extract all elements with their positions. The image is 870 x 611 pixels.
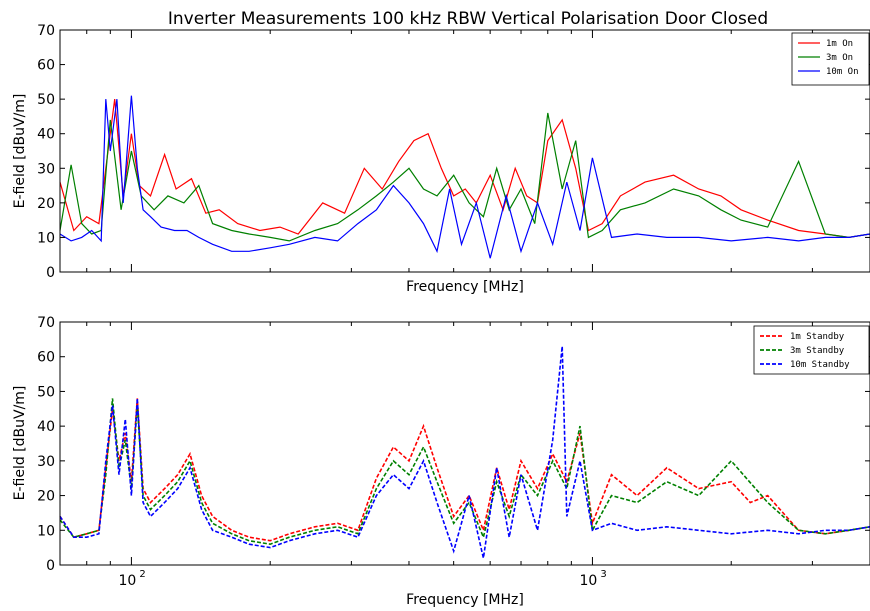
top-panel: 0 10 20 30 40 50 60 70 Frequency [MHz] E-field … <box>12 23 870 295</box>
y-tick-label: 20 <box>37 489 55 505</box>
top-x-axis-label: Frequency [MHz] <box>406 279 524 295</box>
y-tick-label: 20 <box>37 196 55 212</box>
legend-box <box>791 32 870 86</box>
legend-label: 3m On <box>826 53 853 63</box>
x-tick-exponent: 2 <box>139 569 145 580</box>
y-tick-label: 70 <box>37 315 55 331</box>
y-tick-label: 40 <box>37 419 55 435</box>
legend-label: 1m On <box>826 39 853 49</box>
y-tick-label: 60 <box>37 58 55 74</box>
y-tick-label: 0 <box>46 558 55 574</box>
series-line-10m-on <box>59 95 870 259</box>
series-line-10m-standby <box>59 346 870 559</box>
y-tick-label: 30 <box>37 454 55 470</box>
series-line-1m-standby <box>59 398 870 542</box>
chart-title: Inverter Measurements 100 kHz RBW Vertic… <box>168 9 768 29</box>
y-tick-label: 10 <box>37 230 55 246</box>
top-y-axis-label: E-field [dBuV/m] <box>12 94 28 209</box>
series-line-3m-standby <box>59 398 870 546</box>
series-line-3m-on <box>59 112 870 242</box>
bottom-y-axis-label: E-field [dBuV/m] <box>12 386 28 501</box>
y-tick-label: 70 <box>37 23 55 39</box>
legend-label: 3m Standby <box>790 346 845 356</box>
bottom-x-axis-label: Frequency [MHz] <box>406 592 524 608</box>
y-tick-label: 60 <box>37 350 55 366</box>
y-tick-label: 10 <box>37 523 55 539</box>
top-axes-frame <box>59 29 870 273</box>
legend-label: 10m On <box>826 67 859 77</box>
y-tick-label: 30 <box>37 161 55 177</box>
y-tick-label: 40 <box>37 127 55 143</box>
legend-label: 1m Standby <box>790 332 845 342</box>
x-tick-label: 10 <box>580 573 598 589</box>
y-tick-label: 50 <box>37 384 55 400</box>
legend-label: 10m Standby <box>790 360 850 370</box>
x-tick-label: 10 <box>118 573 136 589</box>
series-line-1m-on <box>59 99 870 239</box>
y-tick-label: 50 <box>37 92 55 108</box>
x-tick-exponent: 3 <box>600 569 606 580</box>
bottom-axes-frame <box>59 321 870 566</box>
y-tick-label: 0 <box>46 265 55 281</box>
